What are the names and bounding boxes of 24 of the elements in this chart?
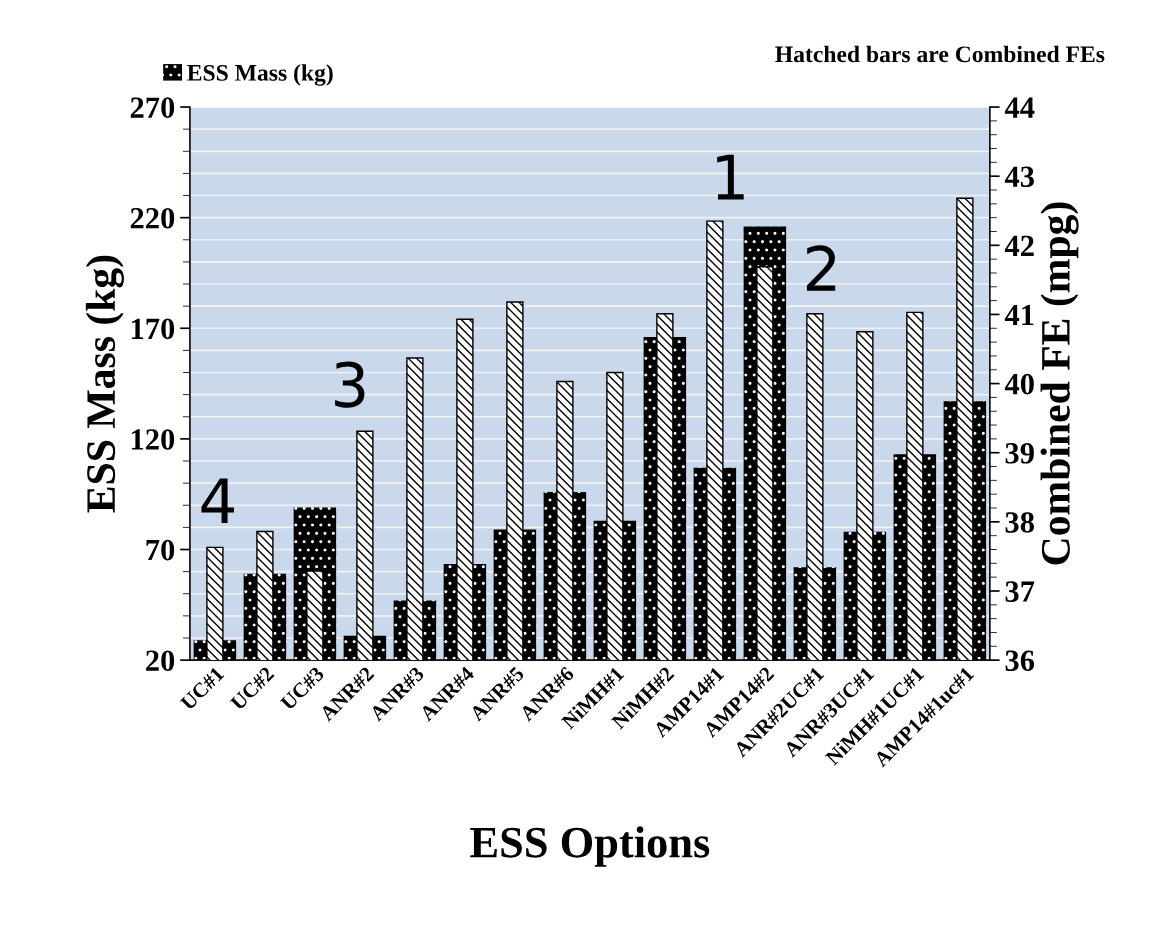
y-tick-label: 70 (146, 539, 175, 561)
y2-axis-title: Combined FE (mpg) (1040, 202, 1079, 565)
annotation: 3 (335, 361, 365, 408)
y2-tick-label: 39 (1005, 443, 1034, 464)
y-tick-label: 270 (130, 97, 175, 118)
y2-tick-label: 37 (1005, 581, 1035, 602)
y2-tick-label: 43 (1004, 166, 1034, 188)
y2-tick-label: 40 (1004, 373, 1034, 395)
y2-tick-label: 38 (1005, 512, 1034, 533)
y2-tick-label: 41 (1004, 304, 1034, 326)
y-tick-label: 120 (131, 429, 175, 450)
y2-tick-label: 42 (1004, 235, 1034, 256)
x-axis-title: ESS Options (470, 826, 710, 867)
annotation: 4 (201, 478, 234, 523)
legend-label: ESS Mass (kg) (187, 64, 333, 86)
annotation: 2 (806, 245, 836, 291)
y-tick-label: 220 (130, 207, 175, 229)
text: Hatched bars are Combined FEs (775, 45, 1105, 63)
y-tick-label: 170 (131, 318, 175, 340)
annotation: 1 (717, 154, 744, 200)
y-axis-title: ESS Mass (kg) (85, 255, 124, 513)
y2-tick-label: 44 (1004, 97, 1035, 118)
y-tick-label: 20 (146, 650, 175, 672)
y2-tick-label: 36 (1005, 650, 1035, 672)
